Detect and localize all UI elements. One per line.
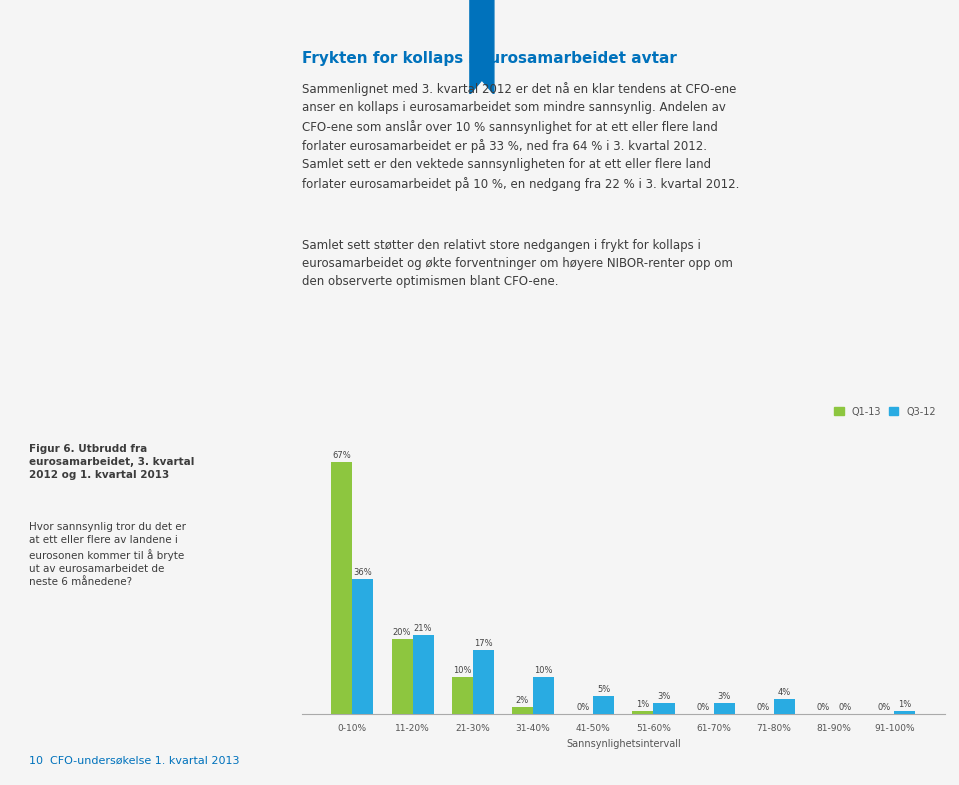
Bar xyxy=(473,650,494,714)
Text: Sammenlignet med 3. kvartal 2012 er det nå en klar tendens at CFO-ene
anser en k: Sammenlignet med 3. kvartal 2012 er det … xyxy=(302,82,739,191)
Text: 10%: 10% xyxy=(453,666,472,675)
Text: 21%: 21% xyxy=(414,624,433,633)
Text: 0%: 0% xyxy=(877,703,890,713)
Text: 0%: 0% xyxy=(817,703,830,713)
Text: 5%: 5% xyxy=(597,685,611,694)
Text: 3%: 3% xyxy=(717,692,731,701)
Text: 17%: 17% xyxy=(474,640,493,648)
Bar xyxy=(774,699,795,714)
Bar xyxy=(632,710,653,714)
X-axis label: Sannsynlighetsintervall: Sannsynlighetsintervall xyxy=(566,739,681,749)
Text: 1%: 1% xyxy=(899,699,911,709)
Legend: Q1-13, Q3-12: Q1-13, Q3-12 xyxy=(830,403,940,421)
Bar xyxy=(533,677,554,714)
Text: 10  CFO-undersøkelse 1. kvartal 2013: 10 CFO-undersøkelse 1. kvartal 2013 xyxy=(29,755,239,765)
Polygon shape xyxy=(470,0,494,94)
Text: 2%: 2% xyxy=(516,696,529,705)
Text: 36%: 36% xyxy=(354,568,372,577)
Bar xyxy=(412,635,433,714)
Bar xyxy=(512,706,533,714)
Bar xyxy=(653,703,674,714)
Text: Figur 6. Utbrudd fra
eurosamarbeidet, 3. kvartal
2012 og 1. kvartal 2013: Figur 6. Utbrudd fra eurosamarbeidet, 3.… xyxy=(29,444,194,480)
Text: 0%: 0% xyxy=(576,703,590,713)
Text: 0%: 0% xyxy=(838,703,852,713)
Bar xyxy=(713,703,735,714)
Text: 67%: 67% xyxy=(333,451,351,460)
Bar xyxy=(391,639,412,714)
Bar xyxy=(452,677,473,714)
Bar xyxy=(895,710,916,714)
Text: Frykten for kollaps i eurosamarbeidet avtar: Frykten for kollaps i eurosamarbeidet av… xyxy=(302,51,677,66)
Text: 0%: 0% xyxy=(757,703,770,713)
Text: 3%: 3% xyxy=(657,692,670,701)
Text: 20%: 20% xyxy=(393,628,411,637)
Text: Hvor sannsynlig tror du det er
at ett eller flere av landene i
eurosonen kommer : Hvor sannsynlig tror du det er at ett el… xyxy=(29,522,186,587)
Text: 10%: 10% xyxy=(534,666,552,675)
Text: 4%: 4% xyxy=(778,688,791,697)
Text: Samlet sett støtter den relativt store nedgangen i frykt for kollaps i
eurosamar: Samlet sett støtter den relativt store n… xyxy=(302,239,733,288)
Bar xyxy=(331,462,352,714)
Text: 1%: 1% xyxy=(636,699,649,709)
Bar xyxy=(594,696,615,714)
Bar xyxy=(352,579,373,714)
Text: 0%: 0% xyxy=(696,703,710,713)
